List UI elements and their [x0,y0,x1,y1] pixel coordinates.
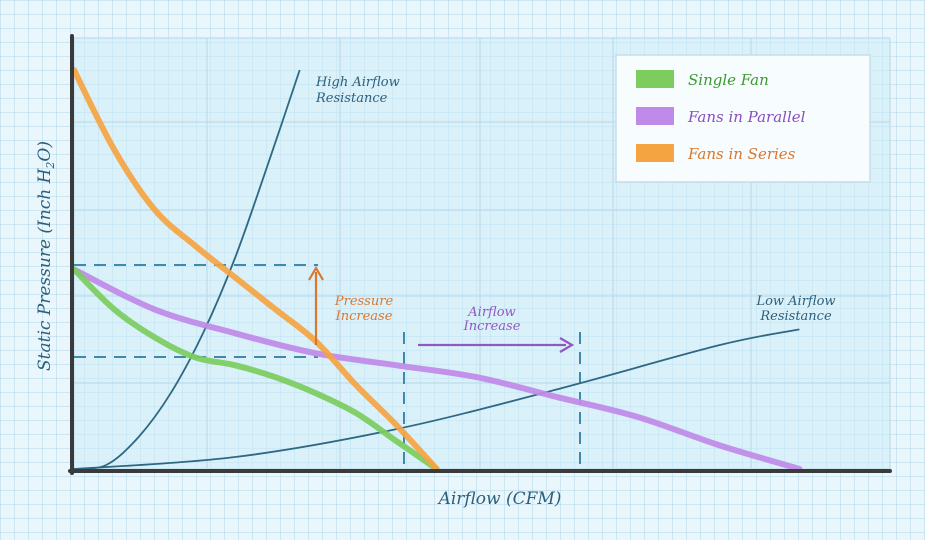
legend-swatch-single [636,70,674,88]
pressure-increase-arrowhead [308,265,324,281]
low-resistance-label-line2: Resistance [759,309,832,324]
single-fan-line [71,266,440,472]
legend-label-parallel: Fans in Parallel [687,108,806,126]
low-resistance-label-line1: Low Airflow [755,294,835,309]
x-axis-label: Airflow (CFM) [437,489,562,509]
legend-swatch-parallel [636,107,674,125]
airflow-increase-arrowhead [559,337,575,353]
fan-series [71,67,803,472]
system-curves [73,69,800,470]
high-resistance-curve [73,69,301,470]
high-resistance-label-line1: High Airflow [315,75,400,90]
legend-label-single: Single Fan [688,71,769,89]
low-resistance-label: Low Airflow Resistance [755,294,835,324]
series-fans-line [71,67,440,472]
high-resistance-label-line2: Resistance [315,91,388,106]
airflow-increase-line2: Increase [463,319,521,334]
legend: Single Fan Fans in Parallel Fans in Seri… [615,54,871,183]
legend-label-series: Fans in Series [687,145,796,163]
pressure-increase-line2: Increase [335,309,393,324]
pressure-increase-line1: Pressure [334,294,394,309]
airflow-increase-line1: Airflow [467,305,515,320]
low-resistance-curve [73,328,800,470]
airflow-increase-annotation: Airflow Increase [418,305,575,353]
high-resistance-label: High Airflow Resistance [315,75,400,106]
y-axis-label: Static Pressure (Inch H2O) [35,141,57,371]
parallel-fans-line [71,266,803,472]
axes [68,34,892,475]
legend-swatch-series [636,144,674,162]
pressure-increase-annotation: Pressure Increase [308,265,394,345]
